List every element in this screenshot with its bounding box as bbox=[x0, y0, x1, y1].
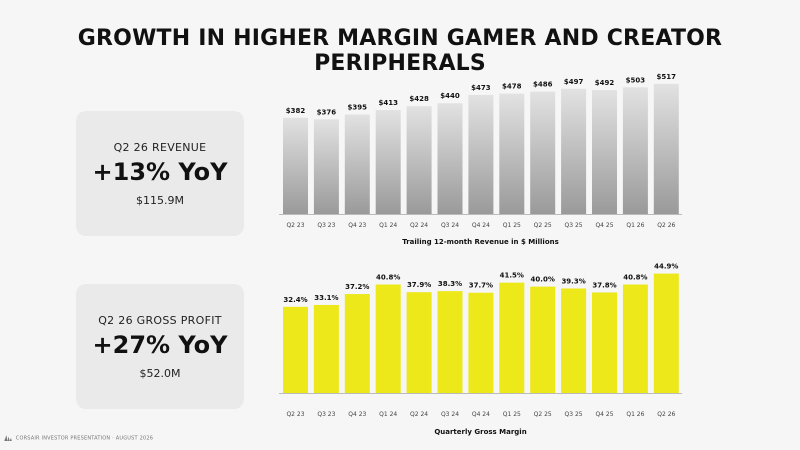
revenue-tick-label: Q2 23 bbox=[286, 222, 304, 229]
margin-tick-label: Q3 23 bbox=[317, 411, 335, 418]
revenue-bar bbox=[653, 83, 679, 214]
margin-data-label: 39.3% bbox=[561, 277, 585, 285]
margin-data-label: 38.3% bbox=[438, 280, 462, 288]
footer-text: CORSAIR INVESTOR PRESENTATION · AUGUST 2… bbox=[15, 435, 154, 442]
revenue-data-label: $376 bbox=[317, 108, 337, 116]
margin-axis-caption: Quarterly Gross Margin bbox=[434, 428, 526, 436]
margin-tick-label: Q1 25 bbox=[503, 411, 521, 418]
revenue-tick-label: Q4 23 bbox=[348, 222, 366, 229]
revenue-tick-label: Q3 23 bbox=[317, 222, 335, 229]
margin-tick-label: Q2 26 bbox=[657, 411, 675, 418]
revenue-tick-label: Q2 25 bbox=[534, 222, 552, 229]
margin-bar bbox=[344, 294, 370, 393]
revenue-data-label: $382 bbox=[286, 107, 306, 115]
margin-tick-label: Q4 23 bbox=[348, 411, 366, 418]
revenue-tick-label: Q2 26 bbox=[657, 222, 675, 229]
revenue-tick-label: Q2 24 bbox=[410, 222, 428, 229]
corsair-sails-icon bbox=[4, 435, 12, 441]
margin-tick-label: Q2 24 bbox=[410, 411, 428, 418]
margin-tick-label: Q1 24 bbox=[379, 411, 397, 418]
revenue-bar bbox=[313, 119, 339, 214]
revenue-data-label: $503 bbox=[626, 76, 646, 84]
revenue-bar bbox=[344, 114, 370, 214]
margin-tick-label: Q3 25 bbox=[565, 411, 583, 418]
revenue-bar bbox=[592, 90, 617, 214]
revenue-bar bbox=[437, 103, 463, 214]
footer: CORSAIR INVESTOR PRESENTATION · AUGUST 2… bbox=[4, 435, 153, 442]
margin-bar bbox=[592, 292, 617, 393]
revenue-kpi-card: Q2 26 REVENUE +13% YoY $115.9M bbox=[76, 111, 244, 236]
gross-margin-bar-chart: 32.4% Q2 23 33.1% Q3 23 37.2% Q4 23 40.8% Q1 24… bbox=[279, 263, 682, 436]
revenue-kpi-label: Q2 26 REVENUE bbox=[113, 141, 207, 154]
margin-bar bbox=[283, 306, 308, 393]
gross-profit-kpi-card: Q2 26 GROSS PROFIT +27% YoY $52.0M bbox=[76, 284, 244, 409]
margin-bar bbox=[437, 291, 463, 393]
margin-data-label: 37.7% bbox=[469, 282, 493, 290]
revenue-data-label: $413 bbox=[378, 99, 398, 107]
revenue-tick-label: Q1 24 bbox=[379, 222, 397, 229]
revenue-bar bbox=[375, 109, 401, 214]
revenue-tick-label: Q1 26 bbox=[626, 222, 644, 229]
margin-tick-label: Q3 24 bbox=[441, 411, 459, 418]
revenue-data-label: $492 bbox=[595, 79, 615, 87]
margin-data-label: 41.5% bbox=[500, 272, 524, 280]
revenue-data-label: $473 bbox=[471, 84, 491, 92]
margin-tick-label: Q4 25 bbox=[595, 411, 613, 418]
margin-bar bbox=[499, 282, 525, 393]
revenue-bar bbox=[530, 91, 556, 214]
revenue-bar bbox=[622, 87, 648, 214]
revenue-tick-label: Q4 25 bbox=[595, 222, 613, 229]
margin-tick-label: Q1 26 bbox=[626, 411, 644, 418]
revenue-data-label: $395 bbox=[348, 104, 368, 112]
revenue-tick-label: Q1 25 bbox=[503, 222, 521, 229]
revenue-axis-caption: Trailing 12-month Revenue in $ Millions bbox=[402, 238, 559, 246]
margin-data-label: 33.1% bbox=[314, 294, 338, 302]
revenue-kpi-amount: $115.9M bbox=[136, 194, 184, 207]
margin-tick-label: Q4 24 bbox=[472, 411, 490, 418]
revenue-bar bbox=[499, 93, 525, 214]
revenue-data-label: $440 bbox=[440, 92, 460, 100]
revenue-data-label: $497 bbox=[564, 78, 584, 86]
margin-tick-label: Q2 25 bbox=[534, 411, 552, 418]
margin-data-label: 40.8% bbox=[623, 273, 647, 281]
margin-bar bbox=[561, 288, 587, 393]
revenue-bar bbox=[283, 117, 308, 214]
margin-bar bbox=[530, 286, 556, 393]
gross-profit-kpi-value: +27% YoY bbox=[92, 331, 228, 359]
margin-tick-label: Q2 23 bbox=[286, 411, 304, 418]
revenue-bar bbox=[561, 88, 587, 214]
margin-data-label: 44.9% bbox=[654, 263, 678, 271]
margin-data-label: 37.9% bbox=[407, 281, 431, 289]
revenue-data-label: $428 bbox=[409, 95, 429, 103]
margin-bar bbox=[375, 284, 401, 393]
revenue-tick-label: Q3 25 bbox=[565, 222, 583, 229]
margin-bar bbox=[622, 284, 648, 393]
revenue-bar bbox=[468, 94, 494, 214]
margin-data-label: 37.8% bbox=[592, 281, 616, 289]
margin-bar bbox=[468, 292, 494, 393]
margin-data-label: 37.2% bbox=[345, 283, 369, 291]
margin-bar bbox=[313, 304, 339, 393]
gross-profit-kpi-label: Q2 26 GROSS PROFIT bbox=[98, 314, 222, 327]
revenue-bar-chart: $382 Q2 23 $376 Q3 23 $395 Q4 23 $413 Q1 24 $428… bbox=[279, 73, 682, 246]
page-title: GROWTH IN HIGHER MARGIN GAMER AND CREATO… bbox=[77, 26, 723, 76]
margin-data-label: 40.0% bbox=[531, 276, 555, 284]
revenue-data-label: $478 bbox=[502, 83, 522, 91]
revenue-bar bbox=[406, 106, 432, 214]
revenue-tick-label: Q4 24 bbox=[472, 222, 490, 229]
revenue-tick-label: Q3 24 bbox=[441, 222, 459, 229]
margin-data-label: 40.8% bbox=[376, 273, 400, 281]
revenue-data-label: $517 bbox=[657, 73, 677, 81]
margin-bar bbox=[653, 273, 679, 393]
margin-bar bbox=[406, 292, 432, 393]
margin-data-label: 32.4% bbox=[283, 296, 307, 304]
gross-profit-kpi-amount: $52.0M bbox=[139, 367, 181, 380]
revenue-data-label: $486 bbox=[533, 81, 553, 89]
revenue-kpi-value: +13% YoY bbox=[92, 158, 228, 186]
